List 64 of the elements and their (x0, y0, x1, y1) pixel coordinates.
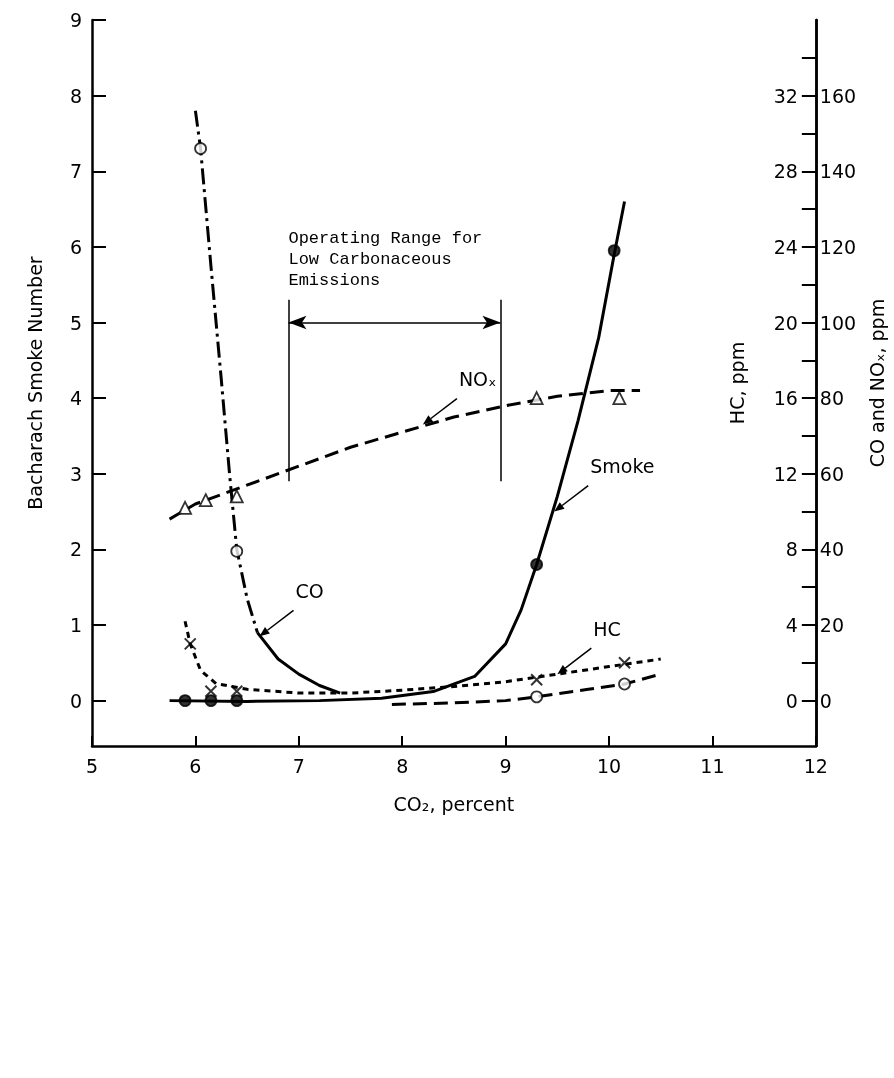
point (178, 500, 192, 515)
y2-tick-label: 40 (819, 538, 845, 561)
y3-tick-label: 24 (773, 235, 798, 258)
point (618, 677, 631, 691)
y3-tick-label: 16 (773, 387, 798, 410)
x-tick-label: 8 (396, 754, 409, 777)
point (194, 142, 207, 155)
y2-tick-label: 20 (819, 614, 845, 636)
y2-tick-label: 120 (819, 235, 857, 258)
point (204, 684, 218, 698)
y3-tick-label: 20 (773, 311, 798, 334)
point (229, 489, 244, 504)
y-tick-label: 3 (69, 462, 82, 485)
y3-tick-label: 4 (785, 614, 798, 636)
point (204, 694, 218, 708)
annotation: HC (593, 617, 621, 640)
y2-tick-label: 100 (819, 311, 857, 334)
annotation: Smoke (590, 455, 655, 478)
y2-tick-label: 60 (819, 462, 845, 485)
y-tick-label: 1 (69, 614, 82, 636)
annotation: CO (295, 579, 324, 602)
annotation: Operating Range for Low Carbonaceous Emissions (288, 228, 483, 290)
x-tick-label: 10 (596, 754, 622, 777)
point (230, 694, 244, 708)
y-axis-title: Bacharach Smoke Number (23, 256, 46, 510)
y3-tick-label: 28 (773, 160, 798, 183)
y2-tick-label: 160 (819, 84, 857, 107)
x-axis-title: CO₂, percent (393, 792, 515, 815)
x-tick-label: 7 (292, 754, 305, 777)
point (607, 244, 621, 258)
y2-tick-label: 0 (819, 689, 832, 712)
y-tick-label: 7 (69, 160, 82, 183)
y-tick-label: 8 (69, 84, 82, 107)
point (530, 690, 544, 704)
y2-axis-title: CO and NOₓ, ppm (865, 298, 888, 468)
y2-tick-label: 80 (819, 387, 845, 410)
y-tick-label: 5 (69, 311, 82, 334)
y2-tick-label: 140 (819, 160, 857, 183)
point (230, 684, 244, 698)
annotation: NOₓ (458, 368, 497, 391)
y-tick-label: 2 (69, 538, 82, 561)
y-tick-label: 0 (69, 689, 82, 712)
x-tick-label: 11 (700, 754, 725, 777)
y3-tick-label: 12 (773, 462, 798, 485)
x-tick-label: 6 (189, 754, 202, 777)
point (612, 391, 627, 406)
x-tick-label: 5 (85, 754, 99, 777)
point (618, 656, 632, 670)
point (530, 558, 544, 571)
y-tick-label: 4 (69, 387, 82, 410)
point (183, 637, 197, 651)
x-tick-label: 9 (499, 754, 512, 777)
y-tick-label: 9 (69, 9, 82, 31)
point (530, 673, 544, 687)
y-tick-label: 6 (69, 235, 82, 258)
y3-tick-label: 32 (773, 84, 798, 107)
point (230, 544, 244, 558)
y3-tick-label: 0 (785, 689, 798, 712)
point (178, 694, 192, 708)
y3-tick-label: 8 (785, 538, 798, 561)
y3-axis-title: HC, ppm (726, 341, 749, 425)
x-tick-label: 12 (803, 754, 828, 777)
point (198, 493, 213, 508)
point (529, 391, 544, 406)
